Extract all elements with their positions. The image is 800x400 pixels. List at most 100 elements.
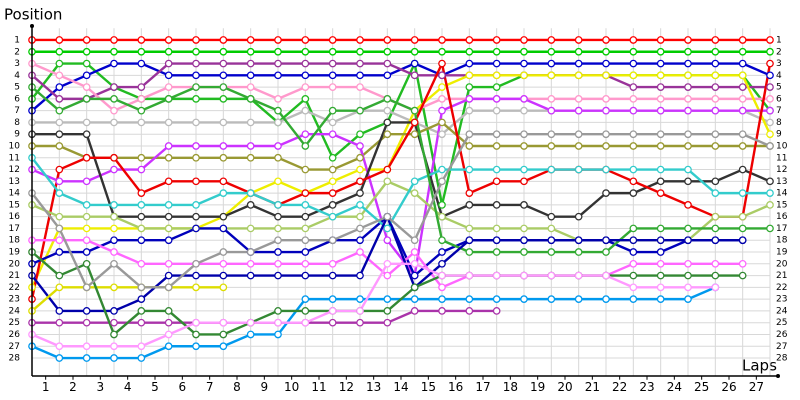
point (356, 142, 364, 150)
point (137, 318, 146, 327)
point (629, 283, 638, 292)
point (82, 47, 91, 56)
point (82, 130, 91, 139)
point (547, 248, 556, 256)
point (192, 36, 200, 44)
point (438, 295, 446, 303)
point (219, 224, 228, 233)
point (55, 118, 64, 127)
point (356, 153, 364, 162)
point (656, 59, 665, 68)
point (547, 271, 556, 280)
y-tick-label-right: 13 (776, 177, 787, 187)
point (410, 295, 419, 303)
point (438, 83, 446, 91)
point (711, 283, 720, 292)
y-tick-label-right: 28 (776, 354, 788, 364)
point (520, 201, 528, 209)
x-tick-label: 8 (233, 380, 241, 394)
point (110, 354, 118, 362)
point (301, 95, 310, 103)
point (219, 36, 228, 44)
point (301, 36, 310, 44)
point (110, 236, 118, 245)
point (274, 248, 282, 256)
y-tick-label: 28 (9, 354, 21, 364)
point (246, 59, 255, 68)
point (438, 259, 446, 268)
point (137, 189, 146, 197)
point (110, 106, 118, 115)
point (110, 330, 118, 339)
point (520, 165, 528, 174)
point (711, 271, 720, 280)
point (301, 83, 310, 91)
y-tick-label-right: 18 (776, 236, 788, 246)
point (465, 106, 474, 115)
point (328, 201, 337, 209)
point (684, 201, 692, 209)
y-tick-label-right: 20 (776, 259, 788, 269)
point (438, 95, 446, 103)
point (328, 118, 337, 127)
point (164, 47, 173, 56)
point (574, 271, 583, 280)
point (55, 236, 64, 245)
point (356, 177, 364, 186)
point (164, 59, 173, 68)
point (246, 189, 255, 197)
point (711, 95, 720, 103)
point (164, 307, 173, 315)
point (492, 295, 501, 303)
point (383, 106, 392, 115)
point (520, 224, 528, 233)
y-tick-label: 9 (14, 130, 20, 140)
point (465, 248, 474, 256)
point (602, 248, 610, 256)
point (274, 224, 282, 233)
point (438, 248, 446, 256)
point (520, 59, 528, 68)
point (656, 83, 665, 91)
point (356, 59, 364, 68)
point (274, 36, 282, 44)
point (82, 59, 91, 68)
point (684, 271, 692, 280)
y-tick-label-right: 17 (776, 224, 787, 234)
point (328, 212, 337, 221)
point (410, 36, 419, 44)
point (738, 47, 747, 56)
x-tick-label: 11 (311, 380, 326, 394)
point (383, 271, 392, 280)
point (711, 83, 720, 91)
point (219, 142, 228, 150)
point (356, 47, 364, 56)
point (137, 165, 146, 174)
point (465, 307, 474, 315)
point (465, 295, 474, 303)
point (383, 212, 392, 221)
point (629, 189, 638, 197)
x-tick-label: 7 (206, 380, 214, 394)
point (82, 36, 91, 44)
point (274, 259, 282, 268)
point (82, 201, 91, 209)
point (274, 212, 282, 221)
point (520, 177, 528, 186)
point (356, 307, 364, 315)
x-tick-label: 17 (475, 380, 490, 394)
point (766, 142, 774, 150)
y-tick-label: 11 (9, 153, 20, 163)
point (274, 59, 282, 68)
point (328, 83, 337, 91)
point (192, 47, 200, 56)
point (164, 201, 173, 209)
point (383, 59, 392, 68)
point (192, 271, 200, 280)
point (465, 165, 474, 174)
point (547, 47, 556, 56)
point (55, 177, 64, 186)
point (82, 95, 91, 103)
point (246, 118, 255, 127)
